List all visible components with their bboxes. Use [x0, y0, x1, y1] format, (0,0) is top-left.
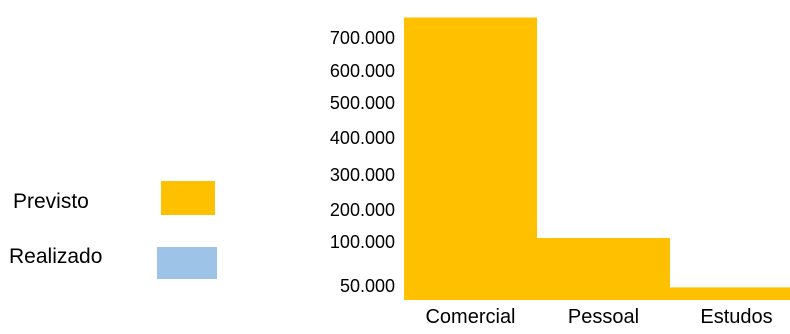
- bars: [404, 17, 790, 300]
- bar-estudos: [670, 287, 790, 300]
- bar-pessoal: [537, 238, 670, 300]
- y-tick-label: 50.000: [340, 276, 395, 296]
- x-tick-label: Estudos: [700, 306, 772, 328]
- y-tick-label: 700.000: [330, 28, 395, 48]
- legend-swatch-realizado: [157, 247, 217, 279]
- y-tick-label: 300.000: [330, 165, 395, 185]
- y-tick-label: 500.000: [330, 93, 395, 113]
- legend-label: Realizado: [9, 245, 102, 268]
- legend-label: Previsto: [13, 190, 89, 213]
- x-tick-label: Pessoal: [568, 306, 639, 328]
- bar-comercial: [404, 17, 537, 300]
- y-tick-label: 200.000: [330, 200, 395, 220]
- x-tick-label: Comercial: [425, 306, 515, 328]
- legend: Previsto Realizado: [9, 181, 217, 279]
- x-axis: Comercial Pessoal Estudos: [425, 306, 772, 328]
- y-tick-label: 600.000: [330, 61, 395, 81]
- y-axis: 50.000 100.000 200.000 300.000 400.000 500.00…: [330, 28, 395, 296]
- legend-swatch-previsto: [161, 181, 215, 215]
- y-tick-label: 100.000: [330, 232, 395, 252]
- y-tick-label: 400.000: [330, 128, 395, 148]
